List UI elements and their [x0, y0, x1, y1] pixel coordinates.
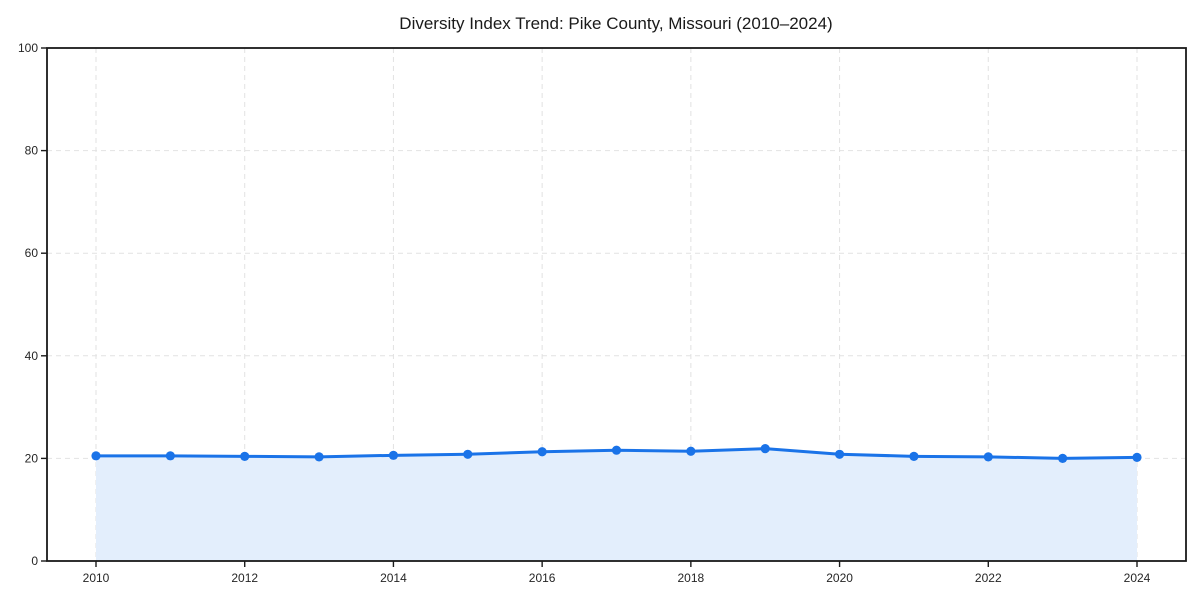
y-tick-label-60: 60 — [25, 246, 39, 260]
x-tick-label-2010: 2010 — [83, 571, 110, 585]
data-point-2018 — [686, 446, 696, 456]
data-point-2022 — [983, 452, 993, 462]
data-point-2024 — [1132, 452, 1142, 462]
data-point-2023 — [1058, 453, 1068, 463]
x-tick-label-2012: 2012 — [231, 571, 258, 585]
x-tick-label-2022: 2022 — [975, 571, 1002, 585]
area-fill — [96, 448, 1137, 561]
data-point-2020 — [834, 449, 845, 459]
axes-layer: 0 20 40 60 80 100 2010 2012 2014 2016 2018 2020 2022… — [18, 41, 1187, 585]
data-point-2017 — [611, 445, 622, 455]
data-point-2012 — [240, 451, 250, 461]
data-point-2016 — [537, 447, 547, 457]
data-point-2014 — [388, 450, 399, 460]
y-tick-label-100: 100 — [18, 41, 38, 55]
data-point-2015 — [463, 449, 473, 459]
y-tick-label-80: 80 — [25, 144, 39, 158]
y-tick-label-20: 20 — [25, 451, 39, 465]
x-tick-label-2014: 2014 — [380, 571, 407, 585]
data-point-2011 — [165, 451, 175, 461]
data-point-2013 — [314, 452, 324, 462]
chart-title: Diversity Index Trend: Pike County, Miss… — [399, 14, 832, 33]
x-tick-label-2016: 2016 — [529, 571, 556, 585]
y-tick-label-40: 40 — [25, 349, 39, 363]
y-tick-label-0: 0 — [31, 554, 38, 568]
x-tick-label-2018: 2018 — [678, 571, 705, 585]
x-tick-label-2020: 2020 — [826, 571, 853, 585]
data-point-2019 — [760, 444, 770, 454]
series-layer — [91, 444, 1142, 561]
data-point-2010 — [91, 451, 101, 461]
plot-frame — [46, 47, 1187, 562]
x-tick-label-2024: 2024 — [1124, 571, 1151, 585]
data-point-2021 — [909, 451, 919, 461]
